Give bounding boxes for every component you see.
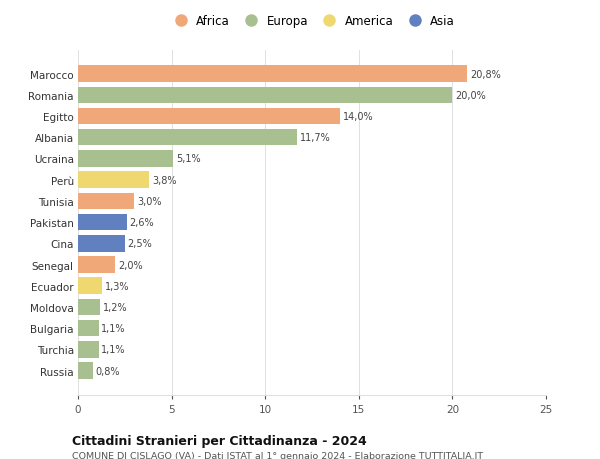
Bar bbox=[78, 151, 173, 168]
Text: 0,8%: 0,8% bbox=[96, 366, 120, 376]
Bar bbox=[78, 257, 115, 273]
Bar bbox=[78, 363, 93, 379]
Bar bbox=[78, 341, 98, 358]
Text: 20,0%: 20,0% bbox=[455, 90, 486, 101]
Text: 2,5%: 2,5% bbox=[128, 239, 152, 249]
Bar bbox=[78, 235, 125, 252]
Text: 1,1%: 1,1% bbox=[101, 345, 126, 355]
Bar bbox=[78, 129, 297, 146]
Bar bbox=[78, 193, 134, 210]
Text: 1,2%: 1,2% bbox=[103, 302, 128, 312]
Bar bbox=[78, 278, 103, 294]
Text: 11,7%: 11,7% bbox=[300, 133, 331, 143]
Bar bbox=[78, 320, 98, 337]
Bar bbox=[78, 172, 149, 189]
Text: 2,6%: 2,6% bbox=[130, 218, 154, 228]
Text: 3,8%: 3,8% bbox=[152, 175, 176, 185]
Bar bbox=[78, 214, 127, 231]
Text: 2,0%: 2,0% bbox=[118, 260, 143, 270]
Bar bbox=[78, 66, 467, 83]
Text: 14,0%: 14,0% bbox=[343, 112, 374, 122]
Text: 1,3%: 1,3% bbox=[105, 281, 130, 291]
Text: 5,1%: 5,1% bbox=[176, 154, 201, 164]
Text: 20,8%: 20,8% bbox=[470, 69, 501, 79]
Text: COMUNE DI CISLAGO (VA) - Dati ISTAT al 1° gennaio 2024 - Elaborazione TUTTITALIA: COMUNE DI CISLAGO (VA) - Dati ISTAT al 1… bbox=[72, 451, 483, 459]
Bar bbox=[78, 299, 100, 316]
Text: Cittadini Stranieri per Cittadinanza - 2024: Cittadini Stranieri per Cittadinanza - 2… bbox=[72, 434, 367, 447]
Legend: Africa, Europa, America, Asia: Africa, Europa, America, Asia bbox=[169, 15, 455, 28]
Bar bbox=[78, 108, 340, 125]
Bar bbox=[78, 87, 452, 104]
Text: 1,1%: 1,1% bbox=[101, 324, 126, 334]
Text: 3,0%: 3,0% bbox=[137, 196, 161, 207]
